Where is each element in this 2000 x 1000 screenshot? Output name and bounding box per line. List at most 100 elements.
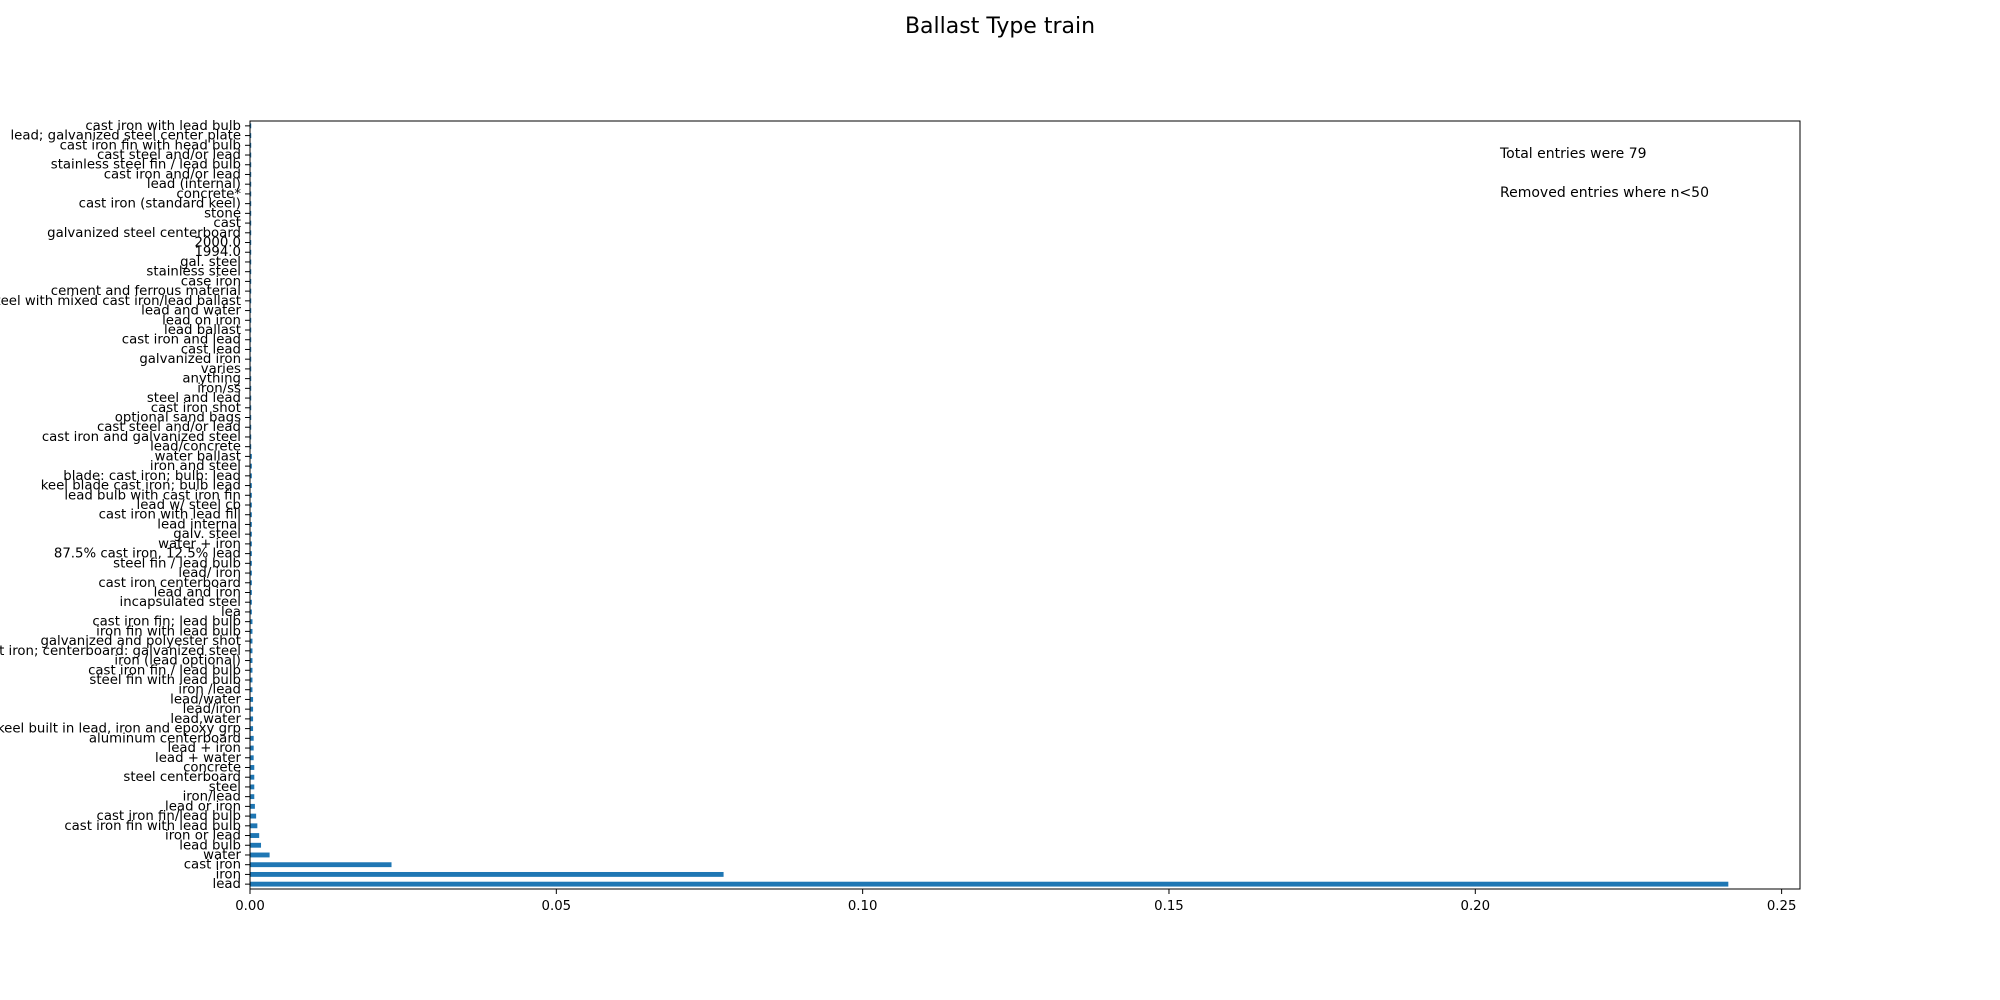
bar	[250, 881, 1729, 887]
y-tick-label: stone	[204, 206, 241, 221]
y-tick-label: lead/ iron	[178, 566, 241, 581]
y-tick-label: lead	[213, 877, 241, 892]
bar	[250, 356, 252, 362]
bar	[250, 181, 252, 187]
bar	[250, 765, 255, 770]
y-tick-label: lead bulb	[179, 838, 241, 853]
y-tick-label: optional sand bags	[115, 411, 241, 426]
bar	[250, 551, 252, 557]
y-tick-label: steel	[209, 780, 241, 795]
y-tick-label: keel: cast iron; centerboard: galvanized…	[0, 644, 241, 659]
bar	[250, 405, 252, 411]
bar	[250, 648, 253, 654]
y-tick-label: cast iron and galvanized steel	[42, 430, 241, 445]
bar	[250, 531, 252, 537]
plot-frame	[249, 120, 1801, 890]
bar	[250, 366, 252, 372]
y-tick-label: fiberglass keel built in lead, iron and …	[0, 722, 241, 737]
bar	[250, 240, 252, 245]
bar	[250, 687, 253, 693]
annotation-text: Removed entries where n<50	[1500, 185, 1709, 201]
y-tick-label: galv. steel	[173, 527, 241, 542]
y-tick-label: lead bulb with cast iron fin	[64, 488, 241, 503]
bar	[250, 697, 254, 702]
y-tick-label: 2000.0	[194, 236, 241, 251]
y-tick-label: cast iron	[184, 858, 241, 873]
bar	[250, 716, 254, 722]
y-tick-label: galvanized and polyester shot	[40, 634, 241, 649]
y-tick-label: blade: cast iron; bulb: lead	[63, 469, 241, 484]
bar	[250, 560, 252, 566]
bar	[250, 541, 252, 547]
y-tick-label: iron/ss	[197, 381, 241, 396]
bar	[250, 813, 257, 819]
bar	[250, 522, 252, 527]
bar	[250, 317, 252, 323]
bar	[250, 298, 252, 304]
y-tick-label: iron	[216, 867, 241, 882]
y-tick-label: cast iron fin with lead bulb	[64, 819, 241, 834]
annotation-text: Total entries were 79	[1499, 146, 1647, 162]
bar	[250, 609, 252, 615]
y-tick-label: keel blade cast iron; bulb lead	[41, 479, 241, 494]
y-tick-label: cast steel and/or lead	[97, 148, 241, 163]
bar	[250, 434, 252, 440]
y-tick-label: water	[203, 848, 241, 863]
bar	[250, 823, 258, 829]
y-tick-label: lead + water	[155, 751, 241, 766]
bar	[250, 385, 252, 391]
bar	[250, 376, 252, 382]
y-tick-label: water + iron	[158, 537, 241, 552]
y-tick-label: steel and lead	[147, 391, 241, 406]
bar	[250, 415, 252, 420]
bar	[250, 862, 392, 868]
bar	[250, 599, 252, 605]
y-tick-label: varies	[201, 362, 241, 377]
y-tick-label: concrete*	[176, 187, 241, 202]
y-tick-label: iron fin with lead bulb	[96, 624, 241, 639]
x-tick-label: 0.25	[1767, 899, 1797, 914]
bar	[250, 852, 270, 858]
bar	[250, 677, 253, 683]
bar	[250, 871, 724, 877]
y-tick-label: concrete	[183, 760, 241, 775]
bar	[250, 249, 252, 255]
y-tick-label: iron (lead optional)	[114, 654, 241, 669]
bar	[250, 842, 262, 848]
y-tick-label: cast lead	[181, 342, 241, 357]
y-tick-label: incapsulated steel	[120, 595, 241, 610]
bar	[250, 424, 252, 430]
y-tick-label: cast iron and lead	[122, 333, 241, 348]
x-tick-label: 0.10	[848, 899, 878, 914]
bar	[250, 492, 252, 498]
bar	[250, 735, 254, 741]
bar	[250, 347, 252, 352]
bar	[250, 453, 252, 459]
bar	[250, 259, 252, 265]
y-tick-label: cast steel and/or lead	[97, 420, 241, 435]
bar	[250, 210, 252, 216]
bar	[250, 570, 252, 576]
x-tick-label: 0.00	[235, 899, 265, 914]
bar	[250, 638, 253, 644]
bar	[250, 803, 255, 809]
bar	[250, 512, 252, 518]
bar	[250, 123, 252, 129]
chart-title: Ballast Type train	[904, 14, 1096, 39]
bar	[250, 590, 252, 595]
y-tick-label: steel centerboard	[123, 770, 241, 785]
y-tick-label: iron/lead	[183, 790, 241, 805]
bar	[250, 755, 254, 761]
bar	[250, 619, 253, 625]
y-tick-label: lead internal	[157, 517, 241, 532]
y-tick-label: cast iron with lead fill	[99, 508, 241, 523]
y-tick-label: aluminum centerboard	[89, 731, 241, 746]
y-tick-label: cast iron and/or lead	[104, 167, 241, 182]
bar	[250, 269, 252, 275]
y-tick-label: lea	[221, 605, 241, 620]
y-tick-label: gal. steel	[180, 255, 241, 270]
bar	[250, 628, 253, 634]
y-tick-label: lead on iron	[162, 313, 241, 328]
y-tick-label: cast iron centerboard	[98, 576, 241, 591]
y-tick-label: cast iron fin; lead bulb	[92, 615, 241, 630]
